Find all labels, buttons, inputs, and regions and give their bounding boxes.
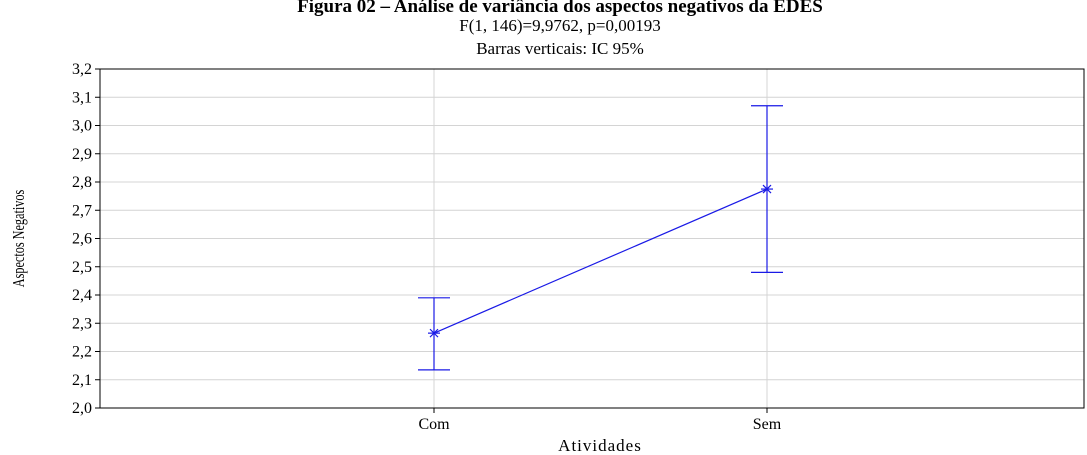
y-axis: 2,0 2,1 2,2 2,3 2,4 2,5 2,6 2,7 2,8 2,9 3,0 3,1 3,2 xyxy=(72,61,100,417)
chart-subtitle-stats: F(1, 146)=9,9762, p=0,00193 xyxy=(459,16,660,35)
y-tick-label: 2,6 xyxy=(72,231,92,248)
series-layer xyxy=(418,105,783,371)
mean-point-marker xyxy=(761,184,773,194)
y-axis-label: Aspectos Negativos xyxy=(10,190,28,288)
y-tick-label: 3,0 xyxy=(72,118,92,135)
y-tick-label: 3,2 xyxy=(72,61,92,78)
y-tick-label: 2,9 xyxy=(72,146,92,163)
mean-point-marker xyxy=(428,328,440,338)
y-tick-label: 3,1 xyxy=(72,89,92,106)
marker-stroke xyxy=(429,328,439,338)
y-tick-label: 2,2 xyxy=(72,344,92,361)
x-tick-label: Com xyxy=(418,416,450,433)
chart-subtitle-ci: Barras verticais: IC 95% xyxy=(476,39,644,58)
chart-title: Figura 02 – Análise de variância dos asp… xyxy=(297,0,823,17)
y-tick-label: 2,8 xyxy=(72,174,92,191)
y-tick-label: 2,7 xyxy=(72,202,92,219)
y-tick-label: 2,3 xyxy=(72,315,92,332)
marker-stroke xyxy=(762,184,772,194)
y-tick-label: 2,5 xyxy=(72,259,92,276)
gridlines xyxy=(100,69,1084,408)
x-axis-label: Atividades xyxy=(558,436,642,455)
x-axis: Com Sem xyxy=(418,408,782,433)
y-tick-label: 2,4 xyxy=(72,287,92,304)
series-line xyxy=(433,188,768,334)
y-tick-label: 2,0 xyxy=(72,400,92,417)
y-tick-label: 2,1 xyxy=(72,372,92,389)
x-tick-label: Sem xyxy=(753,416,782,433)
